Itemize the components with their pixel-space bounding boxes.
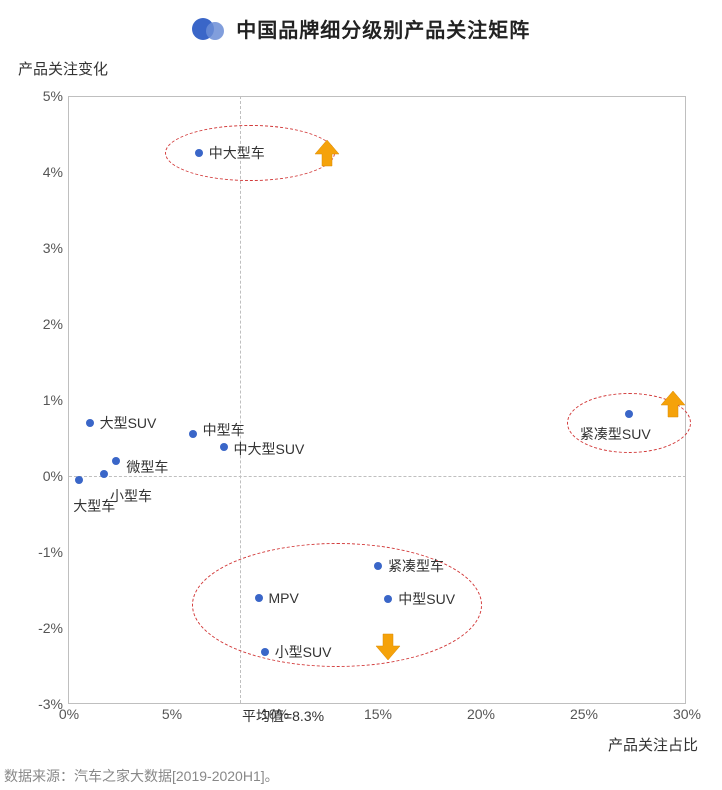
x-axis-title: 产品关注占比 — [608, 734, 698, 755]
x-tick-label: 5% — [162, 706, 182, 722]
avg-label: 平均值=8.3% — [242, 706, 324, 726]
scatter-point — [112, 457, 120, 465]
y-tick-label: 2% — [19, 316, 63, 332]
title-bubble-icon — [192, 16, 226, 42]
y-tick-label: -1% — [19, 544, 63, 560]
scatter-point — [100, 470, 108, 478]
scatter-point-label: 微型车 — [126, 457, 168, 477]
scatter-point — [189, 430, 197, 438]
scatter-point — [195, 149, 203, 157]
scatter-point-label: 中型车 — [203, 420, 245, 440]
scatter-point — [384, 595, 392, 603]
chart-title: 中国品牌细分级别产品关注矩阵 — [236, 14, 530, 43]
scatter-point-label: MPV — [269, 590, 299, 606]
y-tick-label: 1% — [19, 392, 63, 408]
scatter-point-label: 中大型SUV — [234, 439, 305, 459]
scatter-point-label: 大型车 — [73, 496, 115, 516]
y-tick-label: 0% — [19, 468, 63, 484]
scatter-point-label: 紧凑型车 — [388, 556, 444, 576]
scatter-plot-area: -3%-2%-1%0%1%2%3%4%5%0%5%10%15%20%25%30%… — [68, 96, 686, 704]
scatter-point — [261, 648, 269, 656]
y-tick-label: -2% — [19, 620, 63, 636]
scatter-point — [220, 443, 228, 451]
chart-header: 中国品牌细分级别产品关注矩阵 — [0, 14, 722, 43]
scatter-point — [86, 419, 94, 427]
x-tick-label: 0% — [59, 706, 79, 722]
y-tick-label: -3% — [19, 696, 63, 712]
scatter-point — [374, 562, 382, 570]
y-tick-label: 5% — [19, 88, 63, 104]
scatter-point-label: 小型车 — [110, 486, 152, 506]
scatter-point-label: 大型SUV — [100, 413, 157, 433]
scatter-point — [255, 594, 263, 602]
y-tick-label: 3% — [19, 240, 63, 256]
x-tick-label: 25% — [570, 706, 598, 722]
scatter-point-label: 紧凑型SUV — [580, 424, 651, 444]
scatter-point-label: 小型SUV — [275, 642, 332, 662]
x-tick-label: 20% — [467, 706, 495, 722]
scatter-point — [75, 476, 83, 484]
y-axis-title: 产品关注变化 — [18, 58, 108, 79]
trend-up-icon — [313, 138, 341, 168]
scatter-point-label: 中大型车 — [209, 143, 265, 163]
y-tick-label: 4% — [19, 164, 63, 180]
scatter-point-label: 中型SUV — [398, 589, 455, 609]
scatter-point — [625, 410, 633, 418]
trend-down-icon — [374, 632, 402, 662]
x-tick-label: 30% — [673, 706, 701, 722]
data-source-note: 数据来源：汽车之家大数据[2019-2020H1]。 — [4, 766, 279, 786]
x-tick-label: 15% — [364, 706, 392, 722]
trend-up-icon — [659, 389, 687, 419]
